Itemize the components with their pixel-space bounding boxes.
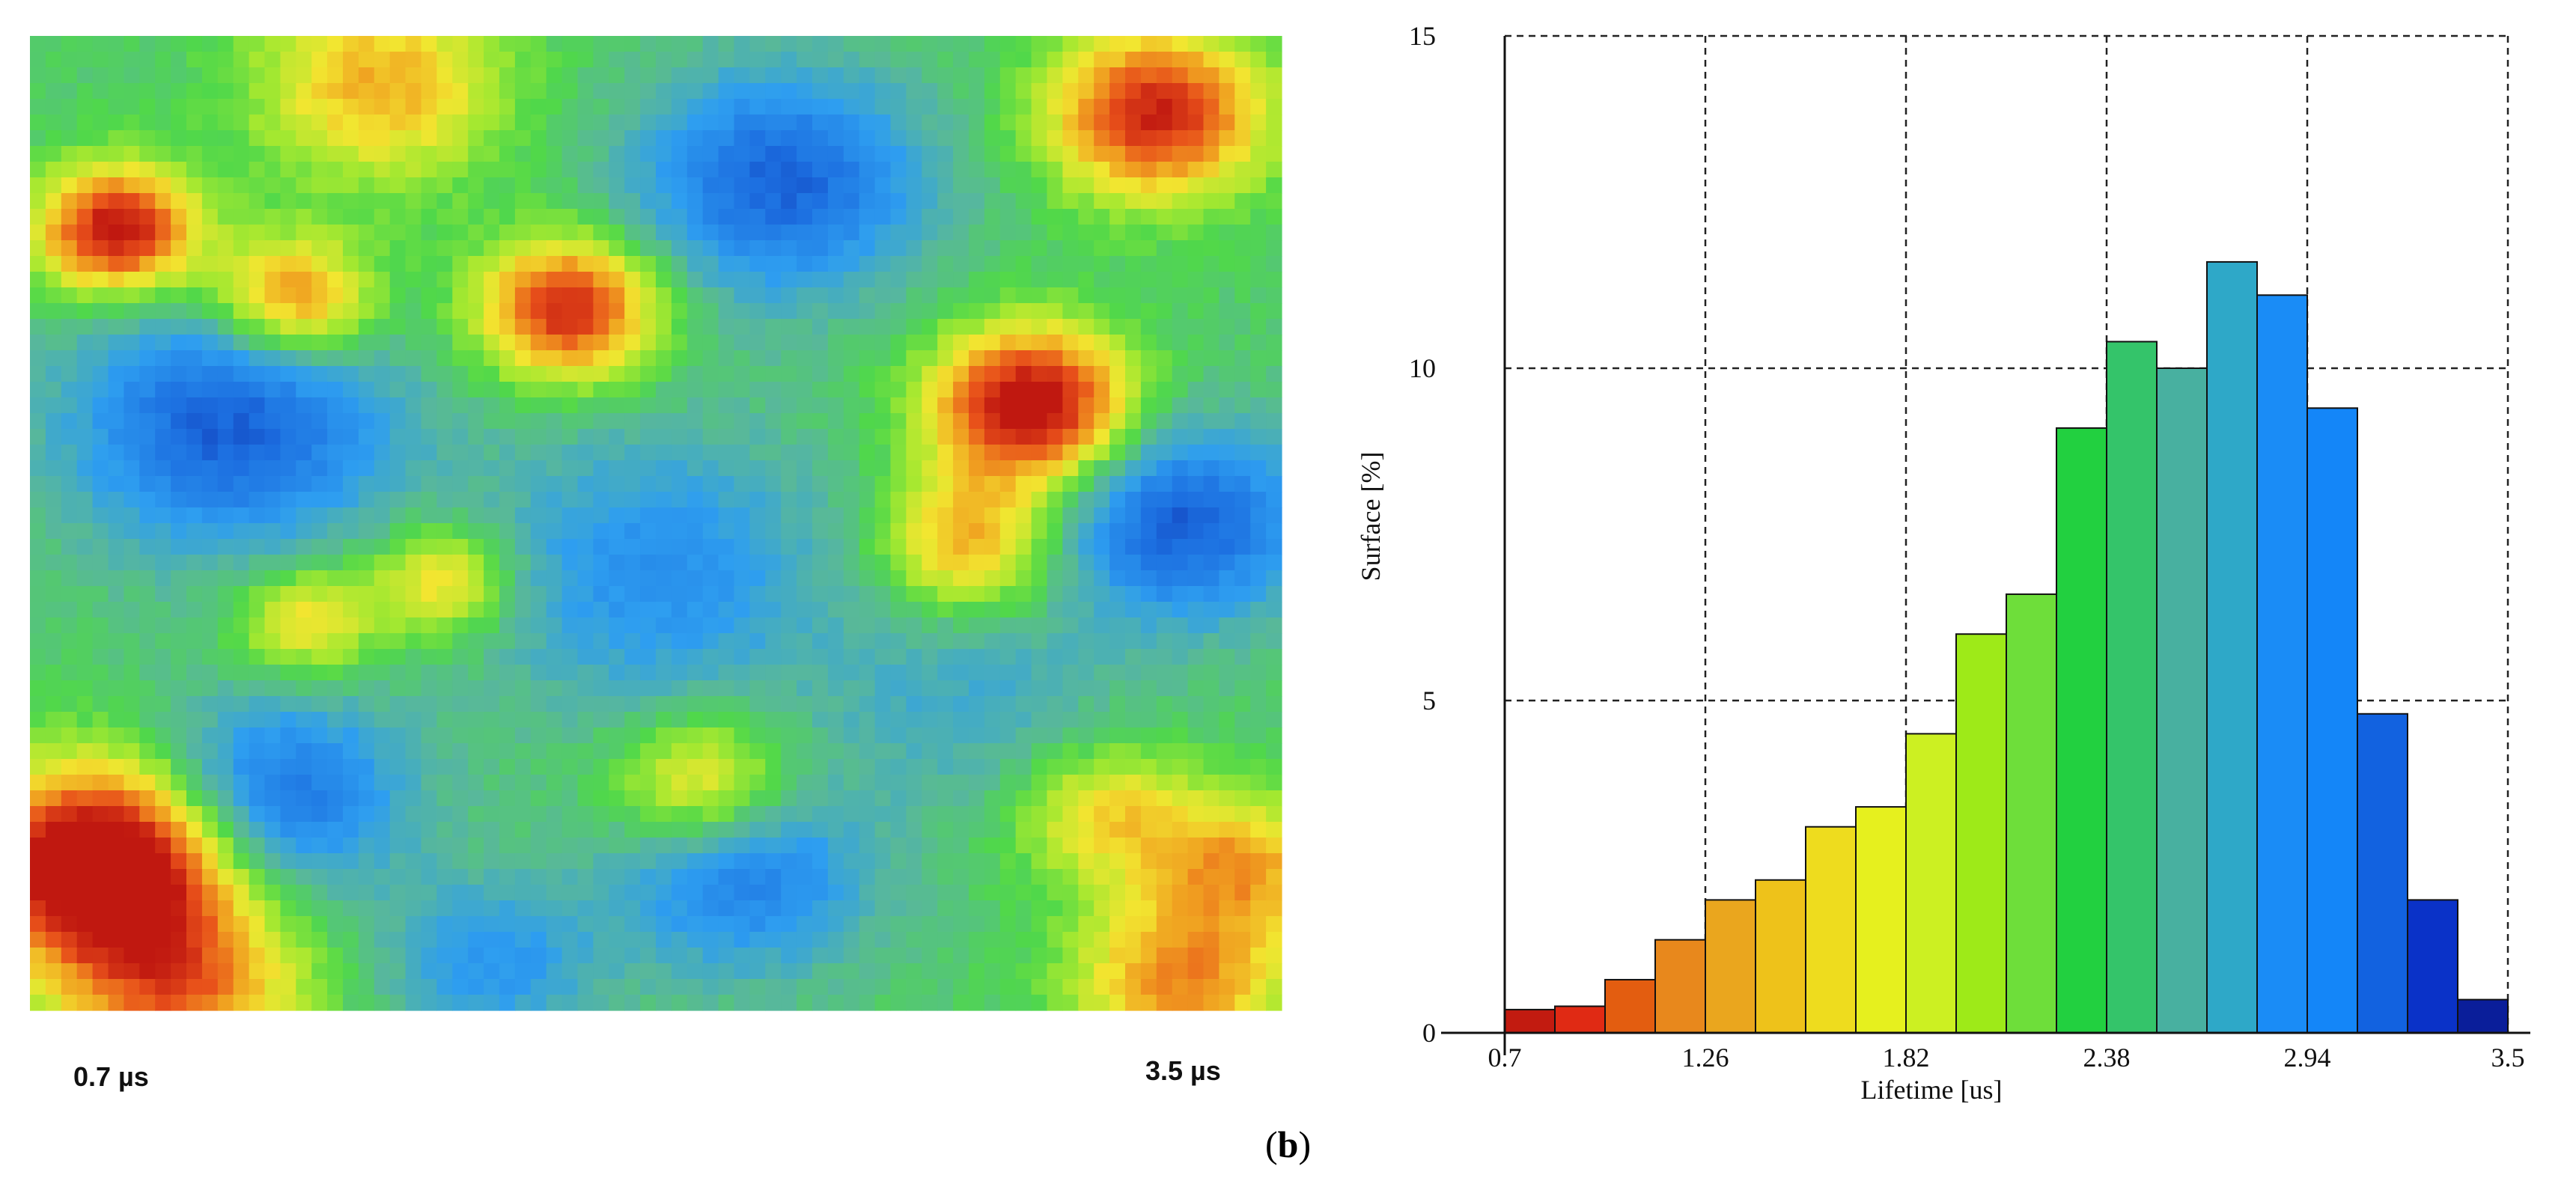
x-tick-label: 1.26 bbox=[1682, 1043, 1729, 1073]
histogram-bar bbox=[1705, 899, 1756, 1034]
histogram-bar bbox=[1905, 733, 1957, 1034]
histogram-bar bbox=[1855, 806, 1907, 1034]
histogram-bar bbox=[2357, 713, 2408, 1034]
x-axis-title: Lifetime [us] bbox=[1861, 1075, 2003, 1105]
x-tick-label: 2.94 bbox=[2284, 1043, 2331, 1073]
histogram-bar bbox=[2106, 341, 2158, 1034]
histogram-bar bbox=[2206, 260, 2258, 1034]
y-tick-label: 0 bbox=[1422, 1018, 1436, 1048]
histogram-bar bbox=[1755, 879, 1806, 1034]
histogram-bar bbox=[2407, 899, 2458, 1034]
histogram-bar bbox=[2256, 294, 2308, 1034]
histogram-bars bbox=[1504, 260, 2509, 1034]
y-tick-label: 5 bbox=[1422, 686, 1436, 716]
histogram-bar bbox=[2306, 407, 2358, 1034]
x-tick-label: 1.82 bbox=[1883, 1043, 1930, 1073]
histogram-bar bbox=[1504, 1008, 1556, 1034]
histogram-bar bbox=[2056, 427, 2107, 1034]
panel-label: (b) bbox=[1265, 1123, 1312, 1165]
histogram-bar bbox=[2457, 998, 2509, 1034]
histogram-bar bbox=[1805, 826, 1857, 1034]
histogram-bar bbox=[2006, 593, 2057, 1034]
heatmap-cells bbox=[30, 36, 1282, 1011]
lifetime-heatmap bbox=[30, 36, 1282, 1011]
histogram-bar bbox=[2156, 367, 2208, 1034]
colorbar-min-label: 0.7 µs bbox=[73, 1061, 149, 1092]
y-tick-label: 10 bbox=[1409, 353, 1436, 383]
x-tick-label: 2.38 bbox=[2083, 1043, 2131, 1073]
y-axis-title: Surface [%] bbox=[1356, 452, 1386, 582]
x-tick-label: 3.5 bbox=[2491, 1043, 2525, 1073]
histogram-bar bbox=[1654, 939, 1706, 1034]
colorbar-max-label: 3.5 µs bbox=[1145, 1055, 1221, 1086]
histogram-bar bbox=[1955, 633, 2007, 1034]
y-tick-label: 15 bbox=[1409, 21, 1436, 51]
x-tick-label: 0.7 bbox=[1488, 1043, 1522, 1073]
histogram-bar bbox=[1554, 1005, 1606, 1034]
tick-labels: 0.7 1.26 1.82 2.38 2.94 3.5 0 5 10 15 bbox=[1409, 21, 2525, 1073]
histogram-bar bbox=[1604, 978, 1656, 1034]
axes bbox=[1441, 36, 2530, 1055]
